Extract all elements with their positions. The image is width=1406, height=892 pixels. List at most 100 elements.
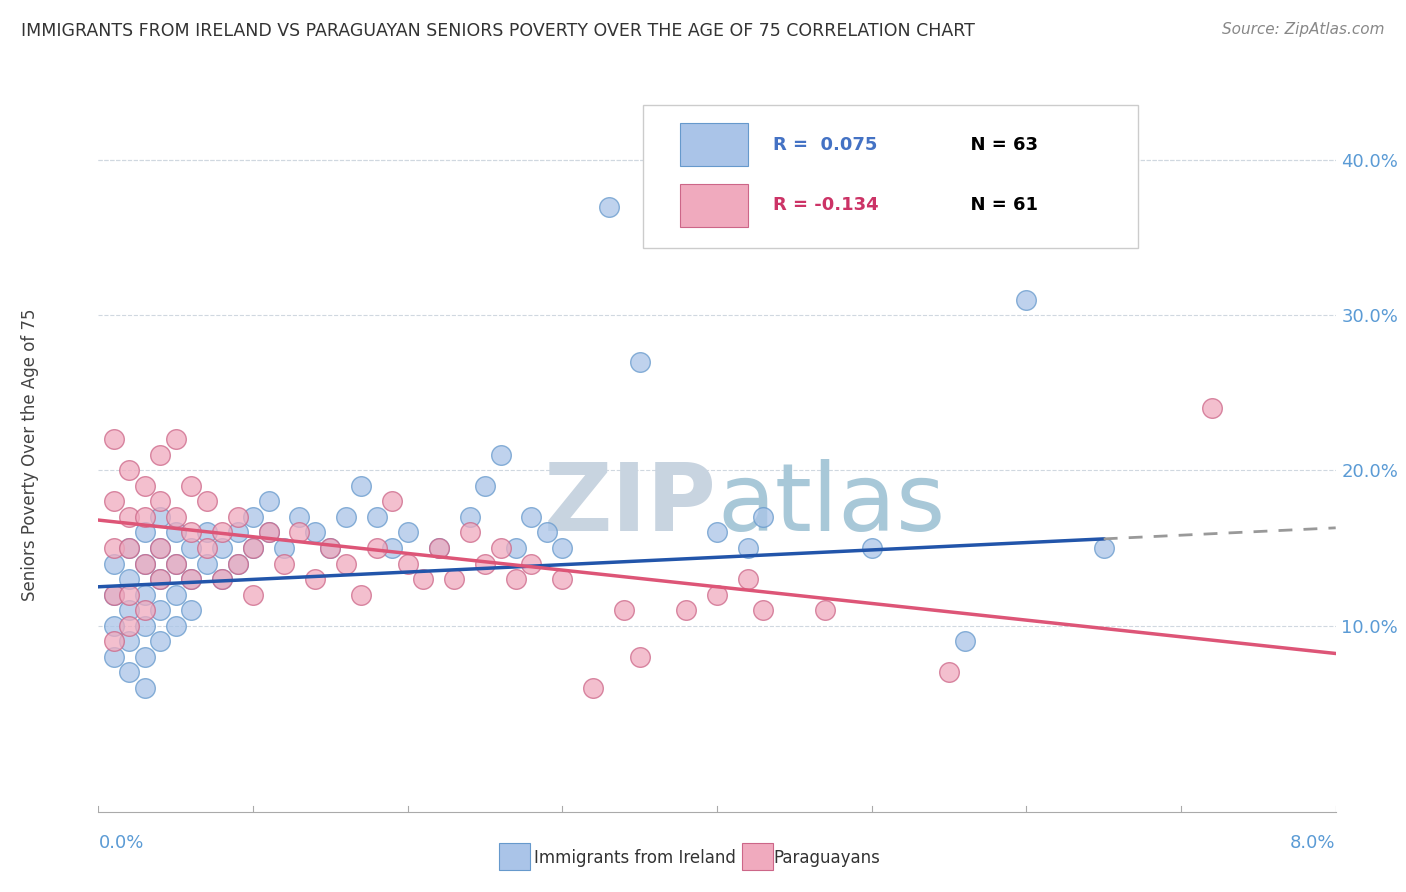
Point bbox=[149, 603, 172, 617]
Point bbox=[118, 665, 141, 679]
Text: N = 63: N = 63 bbox=[959, 136, 1038, 153]
Point bbox=[427, 541, 450, 555]
Point bbox=[474, 557, 496, 571]
Text: 8.0%: 8.0% bbox=[1291, 834, 1336, 852]
Point bbox=[165, 557, 187, 571]
Text: 0.0%: 0.0% bbox=[98, 834, 143, 852]
Point bbox=[165, 557, 187, 571]
Point bbox=[335, 510, 357, 524]
Point bbox=[737, 541, 759, 555]
Point bbox=[165, 618, 187, 632]
Point bbox=[489, 448, 512, 462]
Point bbox=[350, 588, 373, 602]
Point bbox=[118, 541, 141, 555]
Point bbox=[165, 433, 187, 447]
Point bbox=[613, 603, 636, 617]
Point bbox=[180, 572, 202, 586]
Point bbox=[165, 510, 187, 524]
Text: R = -0.134: R = -0.134 bbox=[773, 196, 879, 214]
Point bbox=[242, 541, 264, 555]
Text: R =  0.075: R = 0.075 bbox=[773, 136, 877, 153]
Point bbox=[134, 557, 156, 571]
Text: atlas: atlas bbox=[717, 458, 945, 551]
Text: ZIP: ZIP bbox=[544, 458, 717, 551]
Point bbox=[134, 588, 156, 602]
Point bbox=[505, 541, 527, 555]
Point bbox=[149, 510, 172, 524]
Text: N = 61: N = 61 bbox=[959, 196, 1038, 214]
Point bbox=[1092, 541, 1115, 555]
Point bbox=[226, 557, 249, 571]
FancyBboxPatch shape bbox=[643, 105, 1137, 248]
Text: Immigrants from Ireland: Immigrants from Ireland bbox=[534, 849, 737, 867]
Point bbox=[520, 557, 543, 571]
Point bbox=[489, 541, 512, 555]
Point bbox=[103, 557, 125, 571]
Point bbox=[134, 510, 156, 524]
Point bbox=[195, 557, 218, 571]
Point bbox=[319, 541, 342, 555]
Point bbox=[598, 200, 620, 214]
Point bbox=[814, 603, 837, 617]
Point bbox=[134, 525, 156, 540]
Point bbox=[195, 541, 218, 555]
Point bbox=[752, 603, 775, 617]
Point bbox=[257, 525, 280, 540]
Bar bbox=[681, 184, 748, 227]
Point bbox=[149, 634, 172, 648]
Point bbox=[1201, 401, 1223, 416]
Point bbox=[118, 572, 141, 586]
Point bbox=[396, 525, 419, 540]
Point bbox=[381, 541, 404, 555]
Point bbox=[211, 572, 233, 586]
Point bbox=[195, 525, 218, 540]
Point bbox=[118, 588, 141, 602]
Point bbox=[118, 510, 141, 524]
Point bbox=[953, 634, 976, 648]
Point bbox=[134, 649, 156, 664]
Point bbox=[195, 494, 218, 508]
Point bbox=[257, 494, 280, 508]
Point bbox=[118, 463, 141, 477]
Point bbox=[242, 588, 264, 602]
Point bbox=[211, 541, 233, 555]
Point bbox=[149, 572, 172, 586]
Point bbox=[443, 572, 465, 586]
Point bbox=[1015, 293, 1038, 307]
Point bbox=[149, 541, 172, 555]
Point bbox=[752, 510, 775, 524]
Point bbox=[134, 681, 156, 695]
Point bbox=[257, 525, 280, 540]
Point bbox=[396, 557, 419, 571]
Point bbox=[366, 541, 388, 555]
Point bbox=[335, 557, 357, 571]
Point bbox=[350, 479, 373, 493]
Point bbox=[103, 494, 125, 508]
Point bbox=[675, 603, 697, 617]
Point bbox=[211, 572, 233, 586]
Point bbox=[165, 588, 187, 602]
Text: Source: ZipAtlas.com: Source: ZipAtlas.com bbox=[1222, 22, 1385, 37]
Point bbox=[273, 541, 295, 555]
Point bbox=[103, 433, 125, 447]
Text: IMMIGRANTS FROM IRELAND VS PARAGUAYAN SENIORS POVERTY OVER THE AGE OF 75 CORRELA: IMMIGRANTS FROM IRELAND VS PARAGUAYAN SE… bbox=[21, 22, 974, 40]
Point bbox=[103, 649, 125, 664]
Point bbox=[180, 479, 202, 493]
Point bbox=[118, 541, 141, 555]
Text: Paraguayans: Paraguayans bbox=[773, 849, 880, 867]
Point bbox=[180, 572, 202, 586]
Text: Seniors Poverty Over the Age of 75: Seniors Poverty Over the Age of 75 bbox=[21, 309, 39, 601]
Point bbox=[860, 541, 883, 555]
Point bbox=[366, 510, 388, 524]
Point bbox=[103, 588, 125, 602]
Point bbox=[582, 681, 605, 695]
Point bbox=[134, 479, 156, 493]
Point bbox=[134, 618, 156, 632]
Point bbox=[103, 618, 125, 632]
Point bbox=[706, 525, 728, 540]
Point bbox=[134, 557, 156, 571]
Point bbox=[288, 510, 311, 524]
Point bbox=[149, 448, 172, 462]
Point bbox=[474, 479, 496, 493]
Point bbox=[103, 541, 125, 555]
